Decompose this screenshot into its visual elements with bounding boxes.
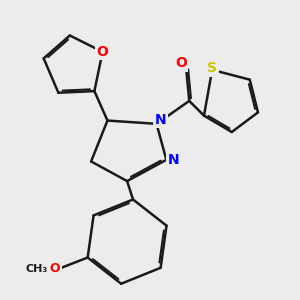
Text: S: S xyxy=(207,61,217,75)
Text: N: N xyxy=(155,113,166,127)
Text: O: O xyxy=(97,45,109,59)
Text: CH₃: CH₃ xyxy=(26,264,48,274)
Text: N: N xyxy=(168,153,179,167)
Text: O: O xyxy=(175,56,187,70)
Text: O: O xyxy=(50,262,60,275)
